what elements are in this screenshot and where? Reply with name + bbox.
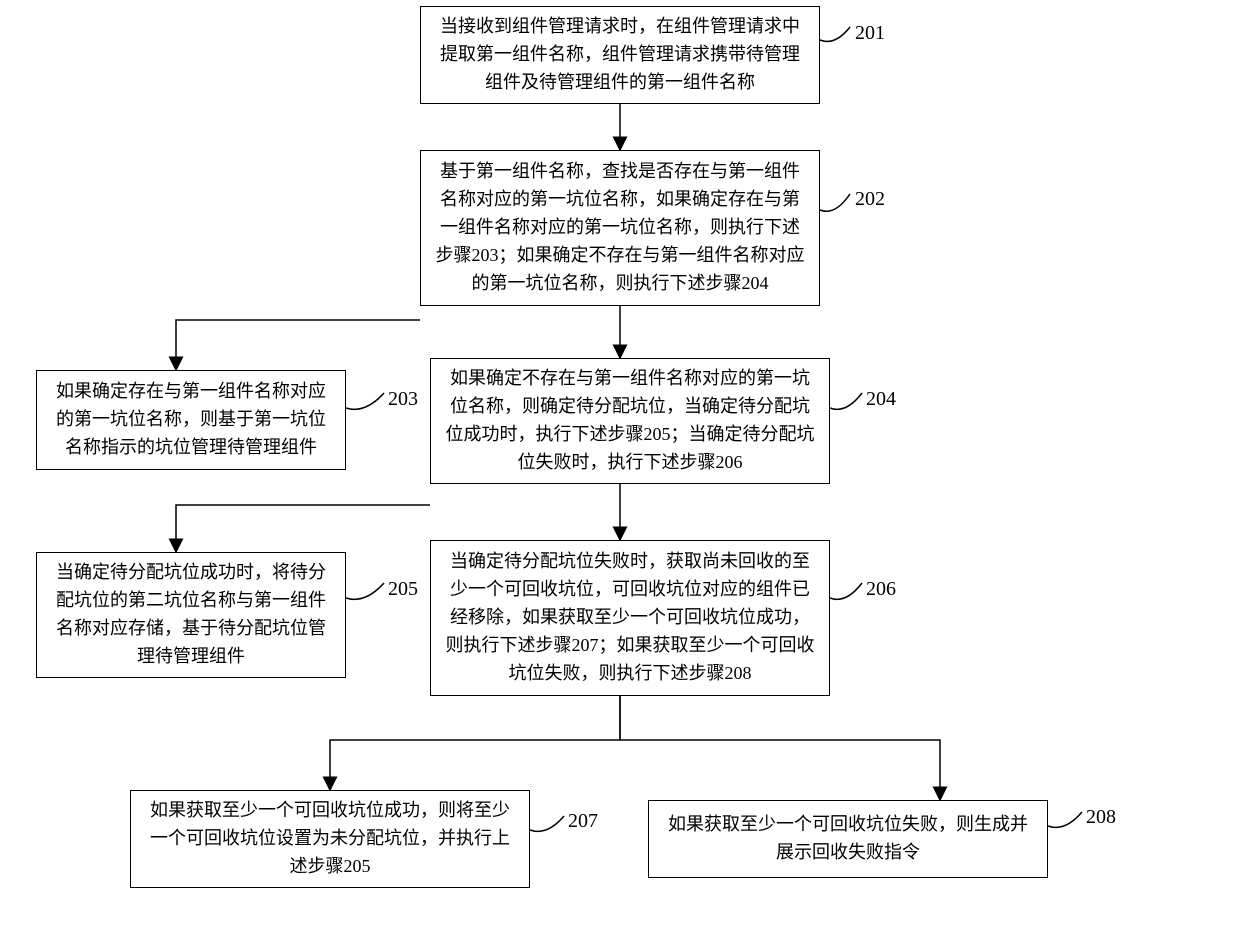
- flow-step-204: 如果确定不存在与第一组件名称对应的第一坑位名称，则确定待分配坑位，当确定待分配坑…: [430, 358, 830, 484]
- flow-step-205: 当确定待分配坑位成功时，将待分配坑位的第二坑位名称与第一组件名称对应存储，基于待…: [36, 552, 346, 678]
- step-number-label: 208: [1086, 806, 1116, 829]
- flow-step-202: 基于第一组件名称，查找是否存在与第一组件名称对应的第一坑位名称，如果确定存在与第…: [420, 150, 820, 306]
- step-number-label: 204: [866, 388, 896, 411]
- connector: [620, 696, 940, 800]
- flowchart-canvas: 当接收到组件管理请求时，在组件管理请求中提取第一组件名称，组件管理请求携带待管理…: [0, 0, 1240, 949]
- connector: [346, 393, 384, 409]
- connector: [346, 583, 384, 599]
- connector: [820, 27, 850, 41]
- flow-step-text: 当接收到组件管理请求时，在组件管理请求中提取第一组件名称，组件管理请求携带待管理…: [435, 13, 805, 97]
- flow-step-208: 如果获取至少一个可回收坑位失败，则生成并展示回收失败指令: [648, 800, 1048, 878]
- flow-step-206: 当确定待分配坑位失败时，获取尚未回收的至少一个可回收坑位，可回收坑位对应的组件已…: [430, 540, 830, 696]
- step-number-label: 203: [388, 388, 418, 411]
- step-number-label: 207: [568, 810, 598, 833]
- flow-step-text: 如果获取至少一个可回收坑位失败，则生成并展示回收失败指令: [663, 811, 1033, 867]
- step-number-label: 202: [855, 188, 885, 211]
- connector: [530, 816, 564, 831]
- flow-step-text: 如果确定存在与第一组件名称对应的第一坑位名称，则基于第一坑位名称指示的坑位管理待…: [51, 378, 331, 462]
- flow-step-text: 当确定待分配坑位成功时，将待分配坑位的第二坑位名称与第一组件名称对应存储，基于待…: [51, 559, 331, 671]
- step-number-label: 206: [866, 578, 896, 601]
- flow-step-text: 如果确定不存在与第一组件名称对应的第一坑位名称，则确定待分配坑位，当确定待分配坑…: [445, 365, 815, 477]
- connector: [830, 393, 862, 409]
- step-number-label: 205: [388, 578, 418, 601]
- flow-step-text: 基于第一组件名称，查找是否存在与第一组件名称对应的第一坑位名称，如果确定存在与第…: [435, 158, 805, 297]
- connector: [1048, 812, 1082, 827]
- step-number-label: 201: [855, 22, 885, 45]
- flow-step-text: 当确定待分配坑位失败时，获取尚未回收的至少一个可回收坑位，可回收坑位对应的组件已…: [445, 548, 815, 687]
- flow-step-207: 如果获取至少一个可回收坑位成功，则将至少一个可回收坑位设置为未分配坑位，并执行上…: [130, 790, 530, 888]
- connector: [820, 194, 850, 211]
- connector: [830, 583, 862, 599]
- flow-step-203: 如果确定存在与第一组件名称对应的第一坑位名称，则基于第一坑位名称指示的坑位管理待…: [36, 370, 346, 470]
- flow-step-text: 如果获取至少一个可回收坑位成功，则将至少一个可回收坑位设置为未分配坑位，并执行上…: [145, 797, 515, 881]
- connector: [176, 320, 420, 370]
- connector: [176, 505, 430, 552]
- connector: [330, 696, 620, 790]
- flow-step-201: 当接收到组件管理请求时，在组件管理请求中提取第一组件名称，组件管理请求携带待管理…: [420, 6, 820, 104]
